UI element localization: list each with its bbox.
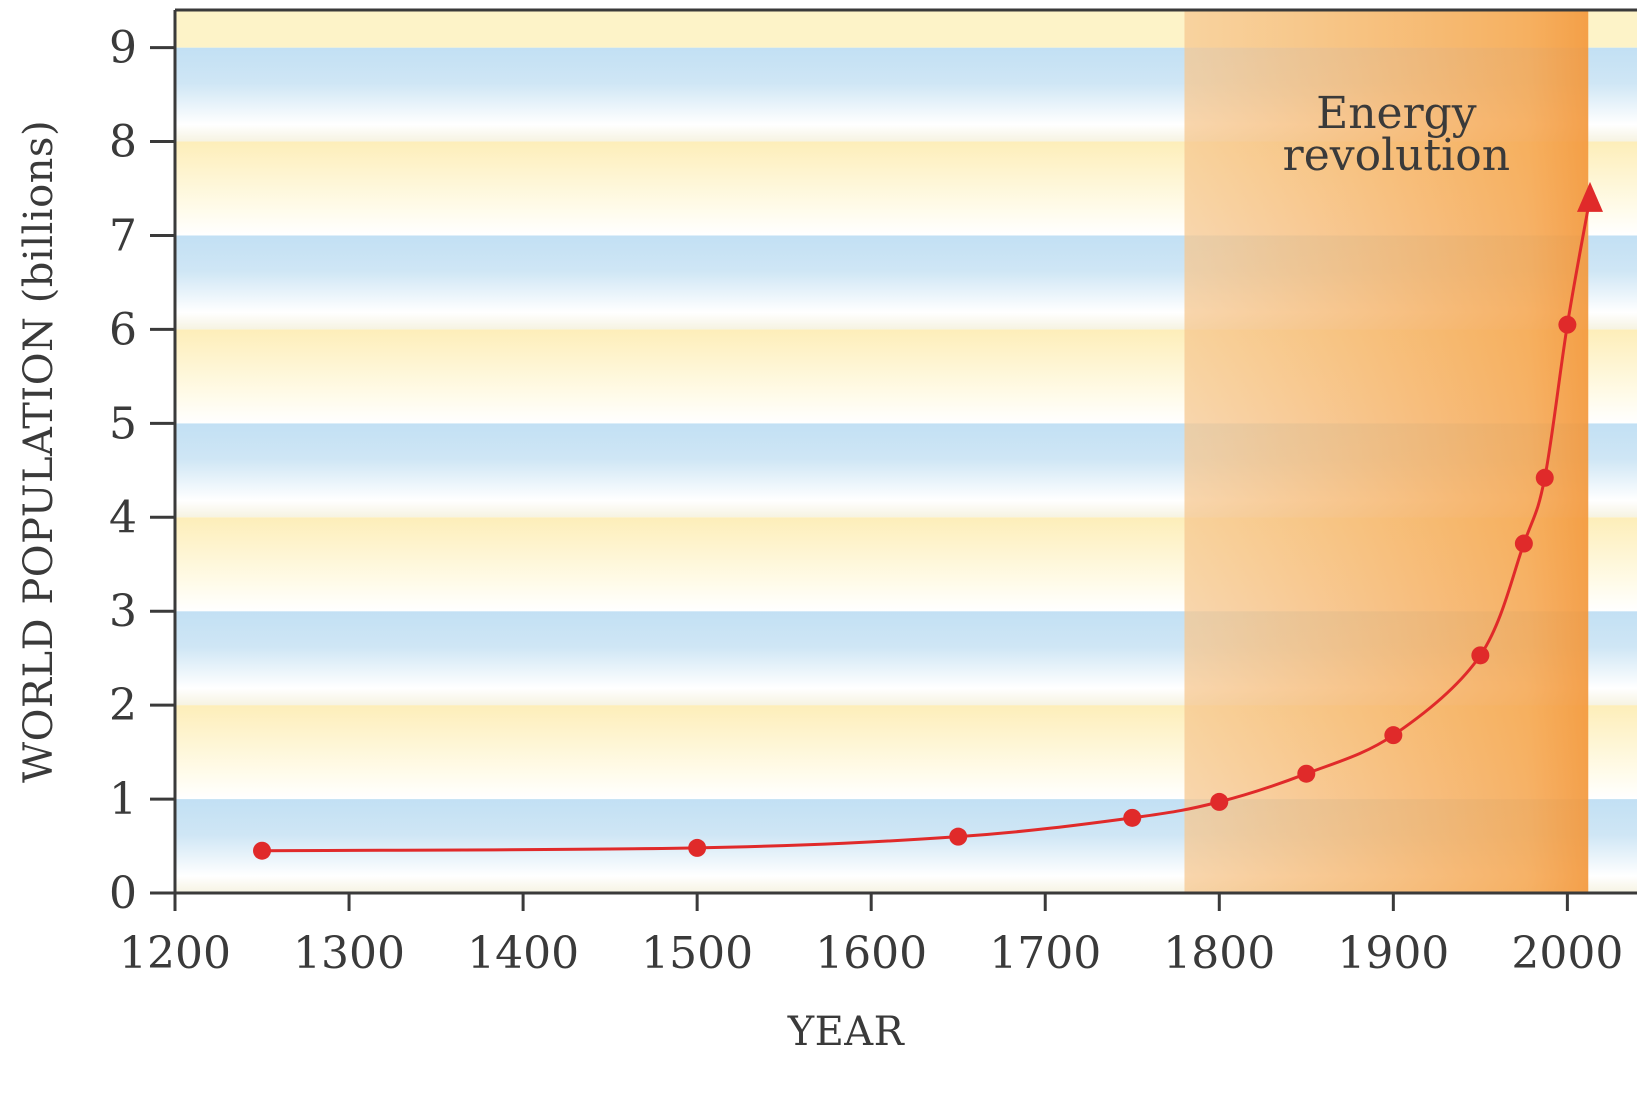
y-tick-label: 8: [109, 117, 137, 168]
y-axis-title: WORLD POPULATION (billions): [16, 120, 62, 783]
y-tick-label: 9: [109, 23, 137, 74]
annotation-line-2: revolution: [1283, 130, 1510, 181]
x-tick-label: 1500: [641, 928, 753, 979]
x-tick-label: 2000: [1511, 928, 1623, 979]
data-point: [1558, 315, 1577, 334]
y-tick-label: 6: [109, 304, 137, 355]
data-point: [1297, 764, 1316, 783]
shaded-region: [1184, 10, 1589, 893]
x-axis-title: YEAR: [787, 1009, 906, 1055]
x-tick-label: 1300: [293, 928, 405, 979]
data-point: [1384, 726, 1403, 745]
data-point: [1535, 468, 1554, 487]
population-series: [253, 181, 1604, 860]
data-point: [253, 841, 272, 860]
y-tick-label: 3: [109, 586, 137, 637]
x-tick-label: 1400: [467, 928, 579, 979]
annotation-line-1: Energy: [1316, 88, 1477, 139]
data-point: [949, 827, 968, 846]
y-tick-label: 2: [109, 680, 137, 731]
y-tick-label: 1: [109, 774, 137, 825]
x-tick-label: 1800: [1163, 928, 1275, 979]
plot-frame: [150, 8, 1637, 895]
data-point: [1123, 808, 1142, 827]
series-arrowhead: [1577, 181, 1604, 212]
data-point: [1471, 646, 1490, 665]
y-tick-label: 5: [109, 398, 137, 449]
x-tick-label: 1700: [989, 928, 1101, 979]
y-tick-label: 7: [109, 210, 137, 261]
x-tick-label: 1900: [1337, 928, 1449, 979]
energy-revolution-region: [1184, 10, 1589, 893]
x-axis: 1200 1300 1400 1500 1600 1700 1800 1900 2000: [119, 893, 1623, 979]
y-tick-label: 0: [109, 868, 137, 919]
data-point: [1210, 792, 1229, 811]
y-axis: 0 1 2 3 4 5 6 7 8 9: [109, 23, 175, 919]
data-point: [1514, 534, 1533, 553]
annotation: Energy revolution: [1283, 88, 1510, 181]
y-tick-label: 4: [109, 492, 137, 543]
x-tick-label: 1200: [119, 928, 231, 979]
data-point: [688, 838, 707, 857]
x-tick-label: 1600: [815, 928, 927, 979]
